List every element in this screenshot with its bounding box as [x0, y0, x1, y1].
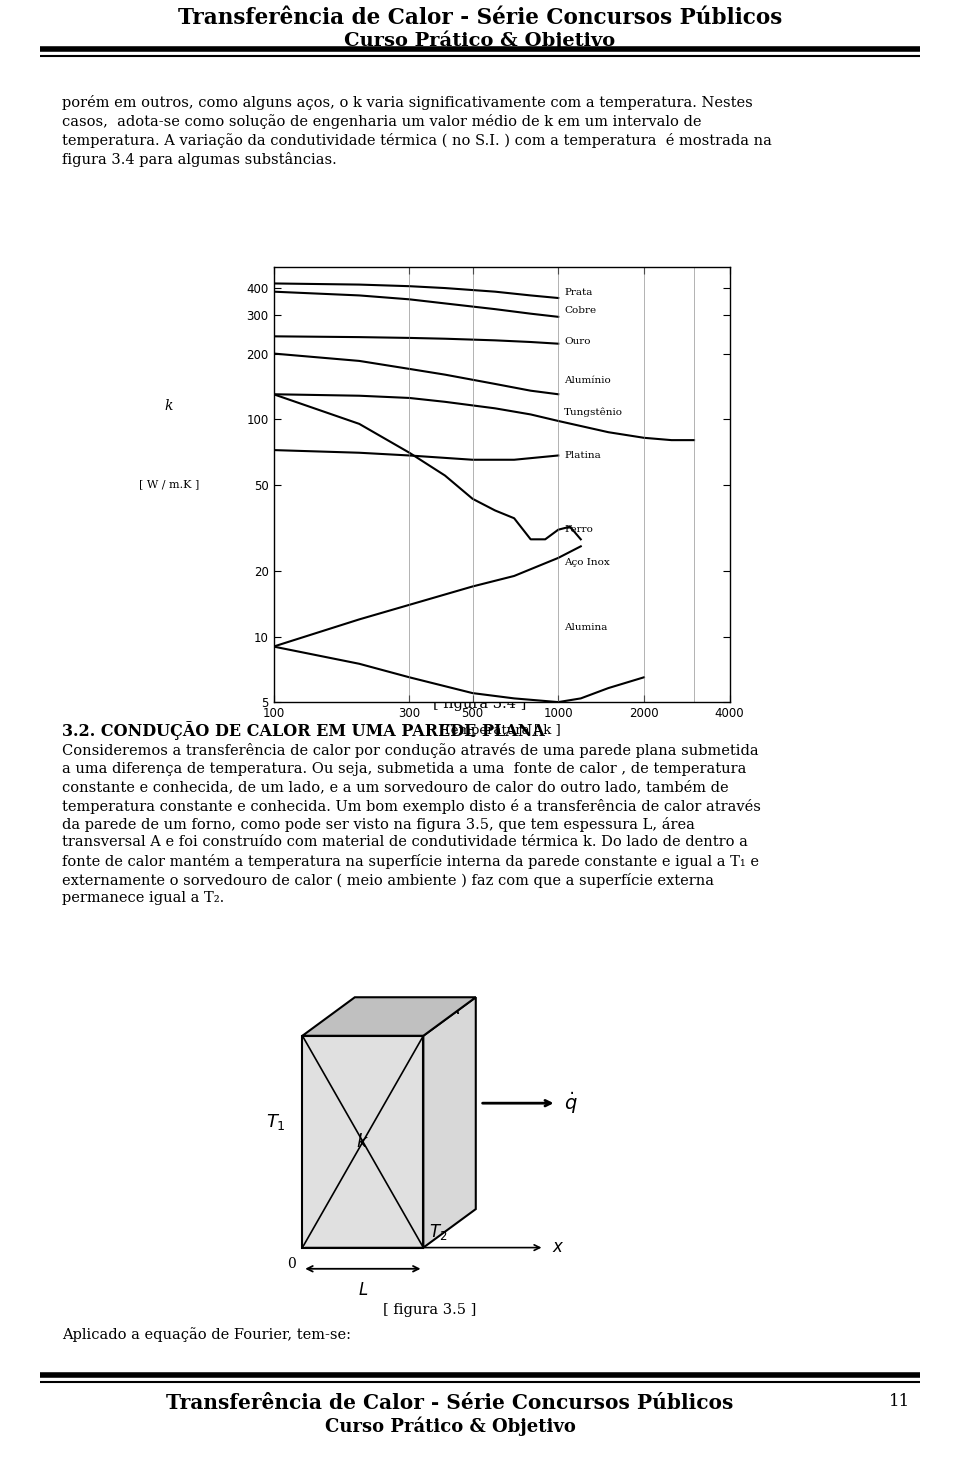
Text: $x$: $x$ [552, 1239, 564, 1257]
X-axis label: Temperatura [ k ]: Temperatura [ k ] [443, 724, 561, 738]
Text: $A$: $A$ [446, 1000, 461, 1018]
Text: k: k [164, 400, 173, 413]
Text: Alumínio: Alumínio [564, 376, 611, 385]
Text: Aço Inox: Aço Inox [564, 558, 610, 566]
Text: Ferro: Ferro [564, 525, 593, 534]
Text: $L$: $L$ [358, 1282, 368, 1299]
Text: Alumina: Alumina [564, 622, 608, 633]
Text: Aplicado a equação de Fourier, tem-se:: Aplicado a equação de Fourier, tem-se: [62, 1328, 351, 1342]
Text: Consideremos a transferência de calor por condução através de uma parede plana s: Consideremos a transferência de calor po… [62, 743, 758, 758]
Text: 0: 0 [288, 1257, 297, 1271]
Text: Curso Prático & Objetivo: Curso Prático & Objetivo [345, 30, 615, 50]
Text: casos,  adota-se como solução de engenharia um valor médio de k em um intervalo : casos, adota-se como solução de engenhar… [62, 114, 702, 128]
Text: da parede de um forno, como pode ser visto na figura 3.5, que tem espessura L, á: da parede de um forno, como pode ser vis… [62, 817, 695, 832]
Text: a uma diferença de temperatura. Ou seja, submetida a uma  fonte de calor , de te: a uma diferença de temperatura. Ou seja,… [62, 761, 746, 776]
Text: transversal A e foi construído com material de condutividade térmica k. Do lado : transversal A e foi construído com mater… [62, 835, 748, 850]
Text: externamente o sorvedouro de calor ( meio ambiente ) faz com que a superfície ex: externamente o sorvedouro de calor ( mei… [62, 873, 714, 888]
Text: constante e conhecida, de um lado, e a um sorvedouro de calor do outro lado, tam: constante e conhecida, de um lado, e a u… [62, 780, 729, 794]
Text: 11: 11 [889, 1392, 910, 1410]
Text: [ figura 3.4 ]: [ figura 3.4 ] [433, 698, 527, 711]
Text: $T_2$: $T_2$ [429, 1223, 447, 1242]
Text: $k$: $k$ [356, 1133, 370, 1150]
Text: Cobre: Cobre [564, 307, 596, 316]
Text: temperatura. A variação da condutividade térmica ( no S.I. ) com a temperatura  : temperatura. A variação da condutividade… [62, 133, 772, 148]
Text: Transferência de Calor - Série Concursos Públicos: Transferência de Calor - Série Concursos… [178, 7, 782, 30]
Text: Transferência de Calor - Série Concursos Públicos: Transferência de Calor - Série Concursos… [166, 1392, 733, 1413]
Text: [ figura 3.5 ]: [ figura 3.5 ] [383, 1302, 477, 1317]
Text: figura 3.4 para algumas substâncias.: figura 3.4 para algumas substâncias. [62, 152, 337, 167]
Text: temperatura constante e conhecida. Um bom exemplo disto é a transferência de cal: temperatura constante e conhecida. Um bo… [62, 798, 761, 814]
Polygon shape [302, 1035, 423, 1248]
Text: porém em outros, como alguns aços, o k varia significativamente com a temperatur: porém em outros, como alguns aços, o k v… [62, 94, 753, 111]
Text: $\dot{q}$: $\dot{q}$ [564, 1090, 578, 1117]
Text: Prata: Prata [564, 289, 592, 298]
Text: Platina: Platina [564, 451, 601, 460]
Text: fonte de calor mantém a temperatura na superfície interna da parede constante e : fonte de calor mantém a temperatura na s… [62, 854, 759, 869]
Text: $T_1$: $T_1$ [267, 1112, 286, 1133]
Polygon shape [423, 997, 476, 1248]
Text: Curso Prático & Objetivo: Curso Prático & Objetivo [324, 1416, 575, 1435]
Text: 3.2. CONDUÇÃO DE CALOR EM UMA PAREDE PLANA: 3.2. CONDUÇÃO DE CALOR EM UMA PAREDE PLA… [62, 721, 545, 740]
Text: [ W / m.K ]: [ W / m.K ] [138, 479, 199, 490]
Text: permanece igual a T₂.: permanece igual a T₂. [62, 891, 225, 906]
Text: Ouro: Ouro [564, 336, 590, 345]
Text: Tungstênio: Tungstênio [564, 407, 623, 416]
Polygon shape [302, 997, 476, 1035]
